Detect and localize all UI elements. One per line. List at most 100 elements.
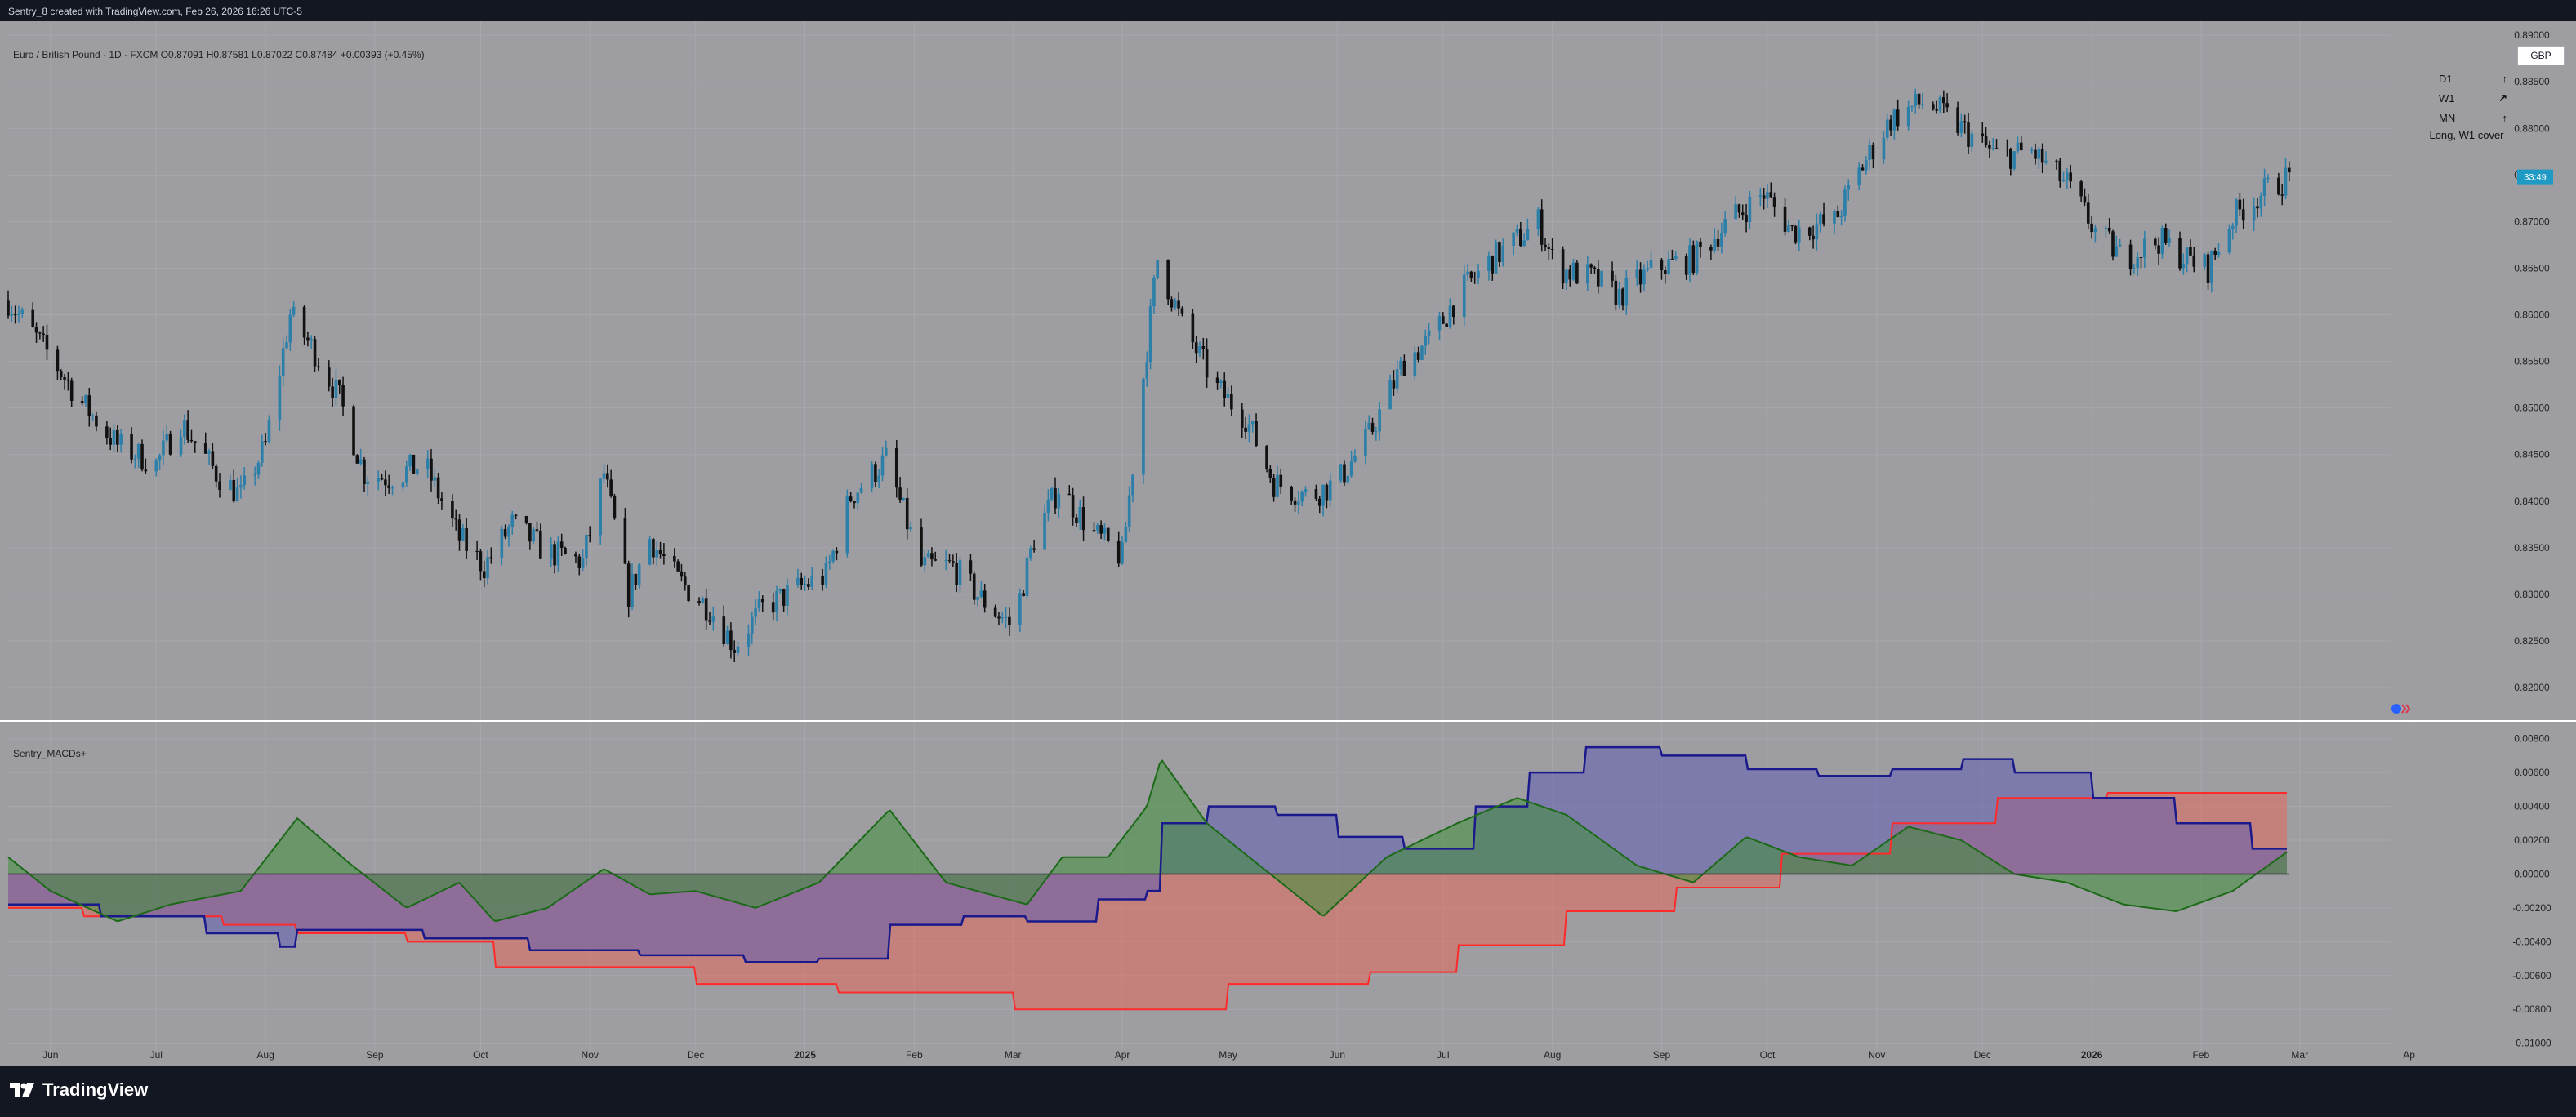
candle <box>2262 168 2266 207</box>
blue-series-line <box>8 745 2287 963</box>
candle <box>1054 477 1057 514</box>
candle <box>588 526 592 543</box>
candle <box>609 469 613 498</box>
tradingview-logo[interactable]: TradingView <box>10 1079 148 1101</box>
candle-body <box>1198 345 1201 354</box>
candle-body <box>1413 352 1417 376</box>
candle-body <box>2061 180 2066 181</box>
candle-body <box>539 530 542 558</box>
candle <box>1226 387 1230 398</box>
candle-body <box>69 380 74 402</box>
candle-body <box>158 455 162 461</box>
candle-body <box>1099 525 1103 534</box>
candle-body <box>1589 264 1593 268</box>
candle-body <box>1469 271 1473 278</box>
candle <box>859 483 863 494</box>
candle-body <box>760 599 764 603</box>
candle <box>2213 247 2217 260</box>
candle-body <box>1611 270 1614 281</box>
candle <box>898 477 902 503</box>
mtf-summary: Long, W1 cover <box>2429 129 2504 141</box>
candle <box>2128 239 2133 276</box>
candle-body <box>1022 593 1025 596</box>
candle-body <box>1092 530 1096 532</box>
candle-body <box>588 535 592 536</box>
candle <box>760 595 764 612</box>
y-tick-label: -0.00800 <box>2512 1004 2551 1015</box>
candle-body <box>2277 177 2280 195</box>
candle <box>1839 210 1843 226</box>
candle-body <box>909 527 912 530</box>
candle <box>1325 483 1329 509</box>
candle <box>1515 224 1519 237</box>
candle <box>415 468 419 477</box>
candle <box>2115 235 2119 257</box>
candle-body <box>1515 229 1519 233</box>
red-series-line <box>8 792 2287 1011</box>
candle-body <box>1177 300 1180 309</box>
candle <box>2235 198 2238 234</box>
candle <box>1103 523 1107 541</box>
candle-body <box>1670 258 1674 260</box>
candle-body <box>1370 422 1375 432</box>
candle-body <box>2139 257 2143 259</box>
x-tick-label: Aug <box>1544 1049 1561 1061</box>
y-tick-label: 0.87000 <box>2514 216 2550 227</box>
candle-body <box>1663 270 1667 274</box>
arrow-up-icon: ↑ <box>2502 72 2508 85</box>
candle <box>1124 522 1128 543</box>
candle <box>359 448 363 466</box>
currency-badge[interactable]: GBP <box>2517 46 2565 65</box>
candle <box>1745 203 1748 233</box>
candle-body <box>387 485 390 488</box>
candle <box>144 458 148 474</box>
candle-body <box>1078 507 1082 523</box>
attribution-bar: Sentry_8 created with TradingView.com, F… <box>0 0 2576 21</box>
candle-body <box>352 406 355 456</box>
candle-body <box>2178 238 2182 269</box>
candle-body <box>687 585 690 602</box>
candle <box>162 430 165 465</box>
candle <box>1994 139 1999 150</box>
candle-body <box>1536 209 1540 229</box>
candle-body <box>1921 104 1924 105</box>
candle <box>655 541 659 566</box>
chart-canvas[interactable]: 0.890000.885000.880000.875000.870000.865… <box>0 21 2576 1066</box>
candle <box>2005 139 2009 157</box>
candle <box>264 433 267 446</box>
candle <box>1321 484 1325 517</box>
candle <box>2266 174 2270 184</box>
candle <box>1448 298 1452 329</box>
candle <box>189 429 194 443</box>
candle <box>1276 465 1279 498</box>
candle-body <box>116 429 119 445</box>
candle-body <box>1142 378 1145 475</box>
candle <box>1293 497 1297 512</box>
candle <box>1892 108 1896 140</box>
candle <box>1046 489 1050 522</box>
time-axis: Jun Jul Aug Sep Oct Nov Dec 2025 Feb Mar Apr May Jun… <box>42 1049 2415 1061</box>
candle <box>1984 127 1988 148</box>
candle <box>306 331 310 347</box>
candle-body <box>613 496 617 519</box>
candle <box>116 424 119 453</box>
candle-body <box>701 598 705 603</box>
candle <box>179 429 183 457</box>
candle <box>1740 204 1745 220</box>
candle <box>1663 266 1667 284</box>
candle <box>1667 250 1670 276</box>
candle <box>972 571 976 605</box>
candle <box>626 560 631 618</box>
candle <box>2016 136 2020 154</box>
chart-area[interactable]: 0.890000.885000.880000.875000.870000.865… <box>0 21 2576 1066</box>
candle <box>2182 253 2186 275</box>
candle-body <box>1565 269 1568 284</box>
candle <box>528 523 532 550</box>
candle-body <box>440 498 443 501</box>
candle-body <box>2252 206 2256 221</box>
candle-body <box>1321 484 1325 506</box>
candle-body <box>1963 121 1967 123</box>
candle-body <box>2185 247 2189 265</box>
candle <box>853 500 856 509</box>
candle-body <box>186 420 189 440</box>
